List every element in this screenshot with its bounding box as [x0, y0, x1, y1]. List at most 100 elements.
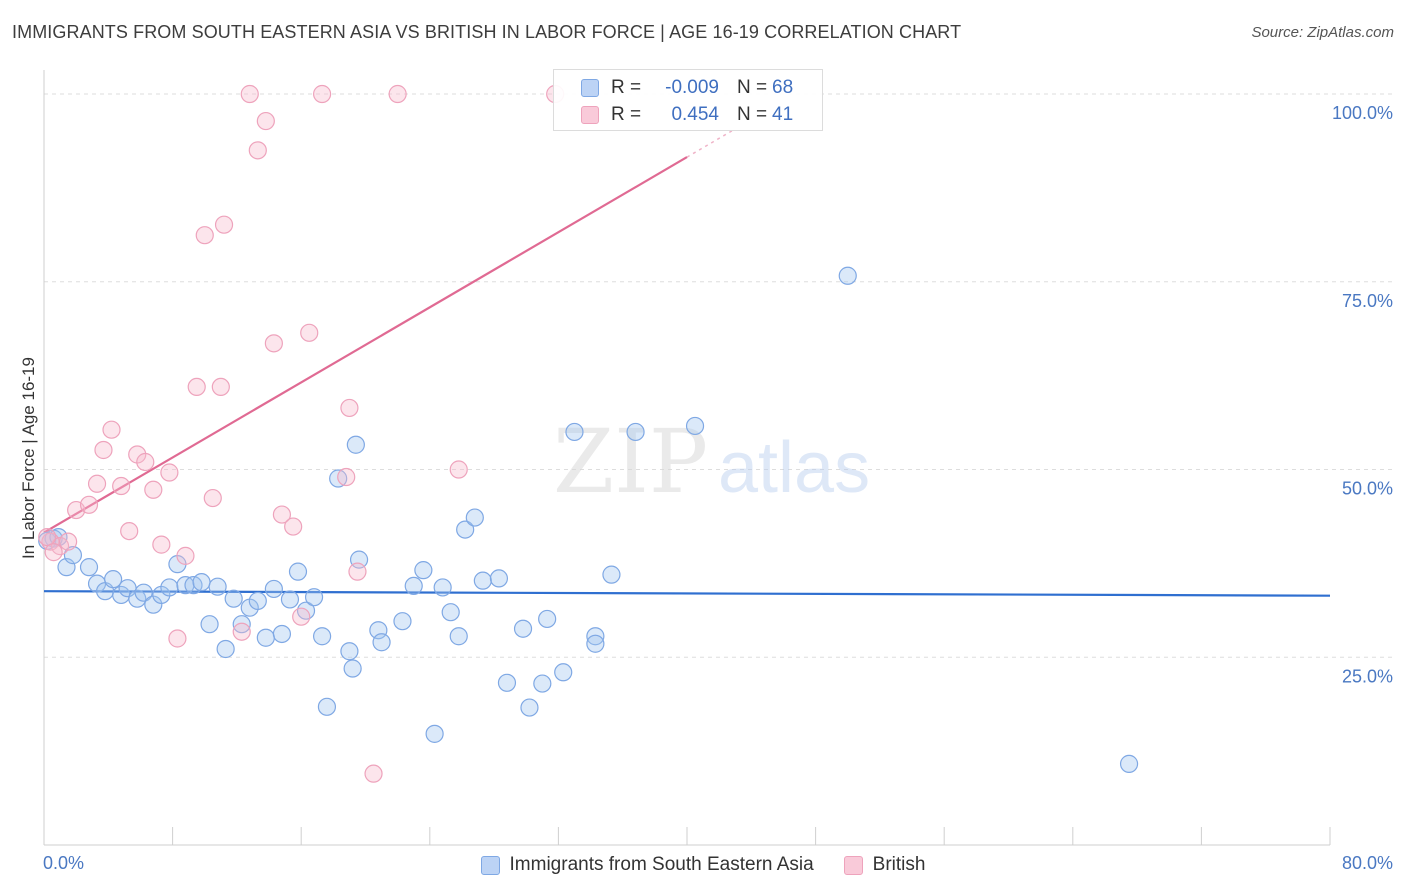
- data-point: [343, 659, 362, 678]
- data-point: [112, 476, 131, 496]
- series-british: [38, 84, 565, 783]
- y-tick-label-25: 25.0%: [1342, 666, 1393, 686]
- data-point: [256, 111, 275, 131]
- data-point: [393, 612, 412, 631]
- data-point: [79, 558, 99, 577]
- axes: [43, 70, 1331, 846]
- data-point: [79, 495, 99, 514]
- legend-swatch-immigrants: [581, 79, 599, 97]
- legend-r-label: R =: [611, 77, 642, 98]
- data-point: [465, 508, 484, 527]
- data-point: [134, 583, 153, 602]
- data-point: [348, 562, 367, 581]
- y-tick-label-50: 50.0%: [1342, 479, 1393, 499]
- data-point: [168, 629, 187, 648]
- data-point: [433, 578, 452, 597]
- data-point: [364, 764, 383, 783]
- legend-item-british[interactable]: British: [843, 854, 926, 876]
- watermark-atlas: atlas: [718, 428, 870, 508]
- chart-title: IMMIGRANTS FROM SOUTH EASTERN ASIA VS BR…: [12, 22, 962, 42]
- x-tick-label-right: 80.0%: [1342, 853, 1393, 873]
- data-point: [473, 571, 492, 590]
- legend-r-value: -0.009: [665, 77, 719, 98]
- data-point: [414, 561, 433, 580]
- trend-line-british-extension: [686, 128, 736, 158]
- data-point: [602, 565, 621, 584]
- data-point: [296, 601, 316, 620]
- data-point: [369, 621, 388, 640]
- legend-r-label: R =: [611, 104, 642, 125]
- data-point: [388, 84, 407, 104]
- legend-row-british: R = 0.454 N = 41: [554, 102, 822, 128]
- source-credit: Source: ZipAtlas.com: [1251, 24, 1394, 41]
- data-point: [554, 663, 573, 682]
- legend-label-british: British: [872, 854, 926, 875]
- data-point: [87, 474, 107, 493]
- x-tick-label-left: 0.0%: [43, 853, 84, 873]
- data-point: [214, 215, 234, 234]
- data-point: [264, 579, 283, 599]
- trend-line-british: [43, 156, 688, 534]
- data-point: [456, 520, 475, 539]
- data-point: [232, 622, 251, 641]
- data-point: [203, 488, 222, 508]
- data-point: [372, 633, 391, 652]
- data-point: [44, 543, 63, 562]
- data-point: [586, 627, 605, 646]
- data-point: [224, 589, 243, 608]
- data-point: [94, 440, 113, 460]
- data-point: [104, 570, 123, 589]
- stats-legend: R = -0.009 N = 68 R = 0.454 N = 41: [553, 69, 823, 131]
- data-point: [300, 323, 319, 342]
- data-point: [489, 569, 509, 588]
- data-point: [160, 463, 179, 482]
- y-tick-label-100: 100.0%: [1332, 103, 1393, 123]
- legend-swatch-immigrants: [480, 855, 500, 875]
- y-tick-labels: 25.0% 50.0% 75.0% 100.0%: [1332, 103, 1393, 686]
- data-point: [288, 562, 308, 581]
- data-point: [272, 624, 292, 644]
- data-point: [340, 398, 359, 418]
- data-point: [312, 627, 332, 646]
- data-point: [441, 603, 460, 622]
- data-point: [63, 546, 83, 565]
- trend-lines: [43, 128, 1331, 597]
- data-point: [160, 578, 179, 597]
- data-point: [200, 615, 219, 634]
- data-point: [272, 505, 292, 524]
- series-legend: Immigrants from South Eastern Asia Briti…: [0, 852, 1406, 878]
- legend-swatch-british: [581, 106, 599, 124]
- data-point: [449, 460, 468, 479]
- legend-n-label: N =: [737, 104, 768, 125]
- data-point: [248, 591, 267, 611]
- data-point: [520, 698, 539, 717]
- data-point: [292, 607, 311, 626]
- data-point: [1119, 754, 1139, 773]
- data-point: [284, 517, 303, 536]
- data-point: [144, 480, 163, 499]
- legend-swatch-british: [843, 855, 863, 875]
- legend-item-immigrants[interactable]: Immigrants from South Eastern Asia: [480, 854, 814, 876]
- data-point: [211, 377, 230, 397]
- data-point: [195, 226, 214, 245]
- data-point: [304, 588, 324, 607]
- legend-n-value: 68: [772, 77, 794, 98]
- data-point: [152, 535, 171, 554]
- data-point: [685, 416, 705, 436]
- data-point: [538, 609, 557, 629]
- data-point: [59, 532, 78, 551]
- data-point: [38, 527, 57, 547]
- data-points: [38, 84, 1139, 783]
- legend-label-immigrants: Immigrants from South Eastern Asia: [509, 854, 814, 875]
- legend-n-value: 41: [772, 104, 794, 125]
- data-point: [176, 546, 195, 565]
- data-point: [586, 634, 605, 653]
- data-point: [256, 628, 275, 647]
- watermark-zip: ZIP: [553, 410, 708, 513]
- watermark: ZIP atlas: [553, 410, 870, 513]
- data-point: [240, 84, 259, 104]
- legend-row-immigrants: R = -0.009 N = 68: [554, 75, 822, 101]
- data-point: [425, 724, 444, 743]
- data-point: [120, 521, 139, 541]
